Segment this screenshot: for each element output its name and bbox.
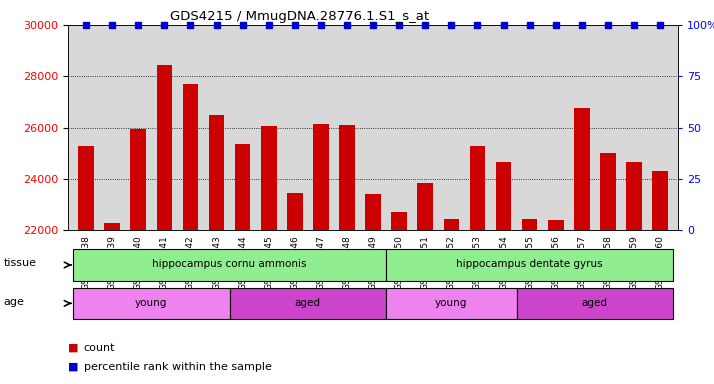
Bar [261,126,276,384]
Bar [516,288,673,319]
Text: ■: ■ [68,362,79,372]
Bar [600,153,615,384]
Bar [391,212,407,384]
Bar [287,193,303,384]
Bar [104,223,120,384]
Bar [548,220,563,384]
Bar [208,115,224,384]
Text: GDS4215 / MmugDNA.28776.1.S1_s_at: GDS4215 / MmugDNA.28776.1.S1_s_at [171,10,429,23]
Bar [230,288,386,319]
Bar [131,129,146,384]
Bar [522,219,538,384]
Text: young: young [135,298,168,308]
Text: count: count [84,343,115,353]
Text: young: young [435,298,468,308]
Bar [386,250,673,280]
Bar [183,84,198,384]
Text: aged: aged [295,298,321,308]
Bar [443,219,459,384]
Text: tissue: tissue [4,258,36,268]
Bar [418,183,433,384]
Text: ■: ■ [68,343,79,353]
Bar [73,250,386,280]
Bar [652,171,668,384]
Bar [366,194,381,384]
Bar [339,125,355,384]
Text: hippocampus cornu ammonis: hippocampus cornu ammonis [152,259,307,269]
Text: percentile rank within the sample: percentile rank within the sample [84,362,271,372]
Bar [626,162,642,384]
Bar [156,65,172,384]
Text: age: age [4,296,24,307]
Bar [79,146,94,384]
Text: aged: aged [582,298,608,308]
Bar [235,144,251,384]
Bar [73,288,230,319]
Bar [470,146,486,384]
Bar [574,108,590,384]
Bar [496,162,511,384]
Bar [313,124,328,384]
Text: hippocampus dentate gyrus: hippocampus dentate gyrus [456,259,603,269]
Bar [386,288,516,319]
